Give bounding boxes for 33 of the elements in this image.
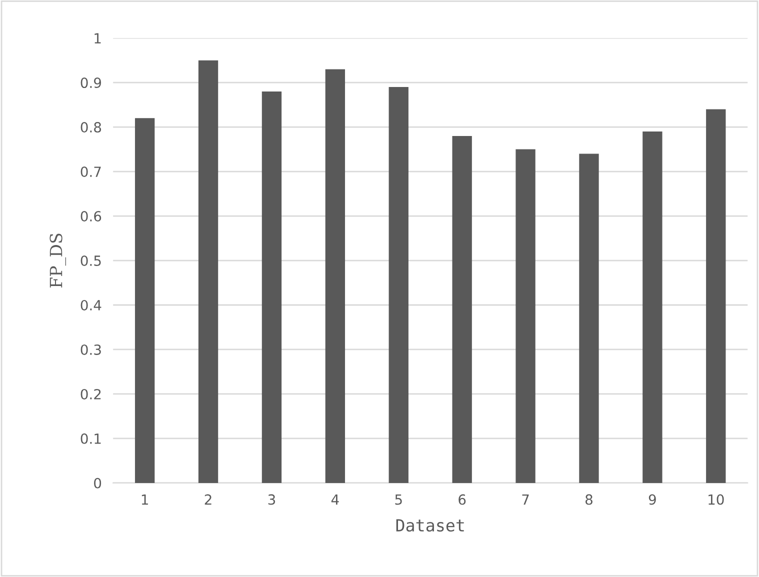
y-tick-label: 0.5: [80, 255, 101, 266]
x-tick-label: 3: [268, 494, 276, 505]
y-tick-label: 0.4: [80, 300, 102, 310]
x-tick-label: 8: [586, 494, 592, 505]
x-tick-label: 9: [648, 494, 656, 505]
y-tick-label: 0.2: [80, 388, 101, 400]
bar: [325, 69, 346, 483]
bar: [706, 109, 726, 483]
bar: [262, 91, 282, 483]
x-tick-label: 6: [458, 494, 466, 505]
y-tick-label: 0: [94, 478, 102, 488]
bar: [516, 149, 536, 483]
x-tick-label: 7: [522, 494, 529, 505]
x-tick-label: 10: [708, 494, 724, 505]
y-tick-label: 0.9: [80, 78, 102, 88]
y-tick-label: 0.7: [80, 166, 101, 178]
y-tick-label: 1: [94, 33, 101, 44]
y-tick-label: 0.6: [80, 210, 102, 222]
y-axis-title: FP_DS: [50, 234, 66, 288]
x-tick-label: 1: [142, 494, 148, 505]
bar: [579, 154, 599, 483]
y-tick-label: 0.1: [80, 433, 101, 444]
x-tick-label: 5: [395, 494, 402, 505]
x-tick-label: 4: [331, 494, 339, 505]
bar: [452, 136, 472, 483]
y-tick-label: 0.8: [80, 122, 102, 133]
bar: [388, 87, 408, 483]
bar: [134, 118, 155, 483]
y-tick-label: 0.3: [80, 344, 101, 355]
bar: [198, 60, 218, 483]
x-axis-title: Dataset: [396, 519, 464, 532]
x-tick-label: 2: [204, 494, 212, 505]
bar: [642, 132, 662, 483]
